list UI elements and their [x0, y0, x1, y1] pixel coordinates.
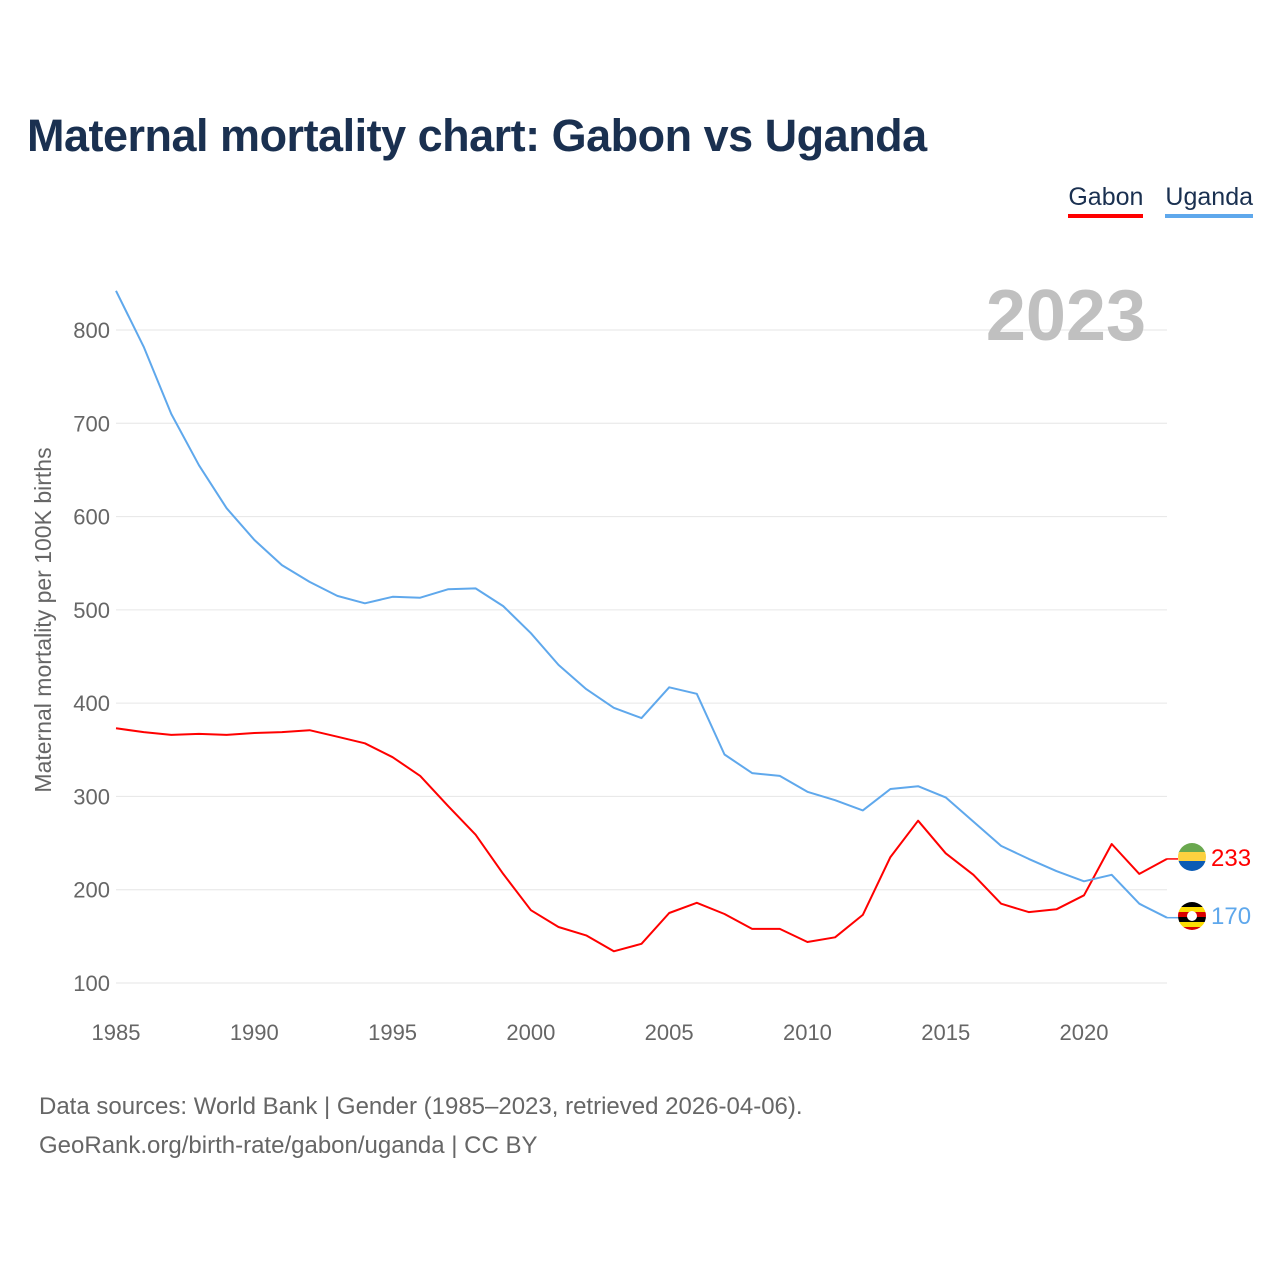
x-tick-label: 1985 — [92, 1020, 141, 1045]
legend: Gabon Uganda — [1068, 183, 1253, 218]
chart-title: Maternal mortality chart: Gabon vs Ugand… — [27, 110, 927, 161]
y-tick-label: 300 — [73, 784, 110, 809]
y-tick-label: 600 — [73, 505, 110, 530]
year-watermark: 2023 — [986, 276, 1146, 356]
y-tick-label: 200 — [73, 878, 110, 903]
legend-gabon[interactable]: Gabon — [1068, 183, 1144, 218]
x-tick-label: 1990 — [230, 1020, 279, 1045]
y-tick-label: 100 — [73, 971, 110, 996]
x-tick-label: 1995 — [368, 1020, 417, 1045]
series-line-gabon — [115, 727, 1168, 953]
source-line-1: Data sources: World Bank | Gender (1985–… — [39, 1093, 803, 1120]
series-line-uganda — [115, 290, 1168, 919]
y-tick-label: 500 — [73, 598, 110, 623]
gabon-flag-icon — [1178, 843, 1206, 871]
uganda-flag-icon — [1178, 902, 1206, 930]
source-note: Data sources: World Bank | Gender (1985–… — [39, 1087, 803, 1165]
x-tick-label: 2010 — [783, 1020, 832, 1045]
y-axis-label: Maternal mortality per 100K births — [30, 447, 56, 792]
y-tick-label: 800 — [73, 318, 110, 343]
x-tick-label: 2015 — [921, 1020, 970, 1045]
y-tick-label: 700 — [73, 411, 110, 436]
source-line-2[interactable]: GeoRank.org/birth-rate/gabon/uganda | CC… — [39, 1132, 538, 1159]
gabon-end-label: 233 — [1211, 845, 1251, 872]
uganda-end-label: 170 — [1211, 903, 1251, 930]
legend-uganda[interactable]: Uganda — [1165, 183, 1253, 218]
x-tick-label: 2020 — [1060, 1020, 1109, 1045]
x-tick-label: 2005 — [645, 1020, 694, 1045]
x-tick-label: 2000 — [506, 1020, 555, 1045]
y-tick-label: 400 — [73, 691, 110, 716]
